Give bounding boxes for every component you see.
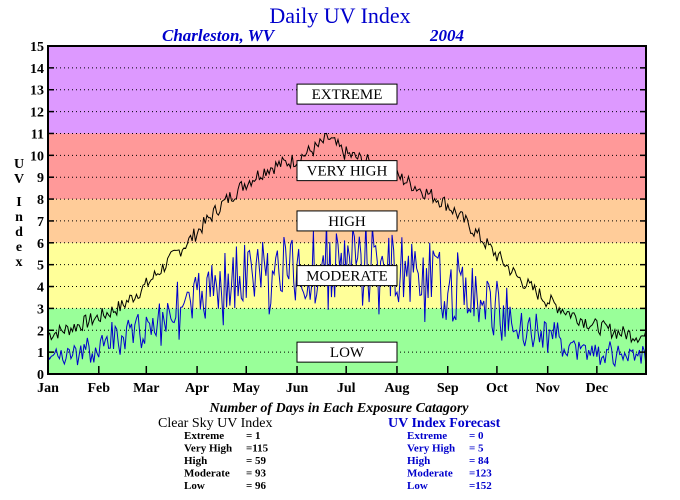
band-label-high: HIGH bbox=[328, 214, 366, 230]
clear-sky-label-very-high: Very High bbox=[184, 443, 232, 455]
x-tick-label-apr: Apr bbox=[185, 381, 209, 396]
forecast-label-extreme: Extreme bbox=[407, 430, 447, 442]
band-label-very-high: VERY HIGH bbox=[307, 164, 388, 180]
clear-sky-value-high: = 59 bbox=[246, 455, 267, 467]
clear-sky-label-extreme: Extreme bbox=[184, 430, 224, 442]
y-tick-label-2: 2 bbox=[37, 324, 44, 339]
y-tick-label-13: 13 bbox=[30, 84, 44, 99]
x-axis: Jan Feb Mar Apr May Jun Jul Aug Sep Oct Nov Dec bbox=[37, 366, 608, 396]
band-label-box-extreme bbox=[296, 83, 398, 105]
forecast-value-very-high: = 5 bbox=[469, 443, 484, 455]
chart-title: Daily UV Index bbox=[269, 3, 410, 28]
y-tick-label-4: 4 bbox=[37, 281, 44, 296]
x-tick-label-feb: Feb bbox=[88, 381, 111, 396]
y-label-char-0: U bbox=[14, 157, 24, 172]
band-labels: LOW MODERATE HIGH VERY HIGH EXTREME bbox=[296, 83, 398, 363]
clear-sky-value-moderate: = 93 bbox=[246, 468, 267, 480]
forecast-table: Extreme = 0 Very High = 5 High = 84 Moderate =1… bbox=[407, 430, 492, 492]
band-label-box-high bbox=[296, 210, 398, 232]
x-tick-label-oct: Oct bbox=[486, 381, 508, 396]
y-tick-label-9: 9 bbox=[37, 171, 44, 186]
clear-sky-label-low: Low bbox=[184, 480, 205, 492]
y-tick-label-3: 3 bbox=[37, 302, 44, 317]
x-tick-label-nov: Nov bbox=[536, 381, 560, 396]
forecast-label-moderate: Moderate bbox=[407, 468, 453, 480]
forecast-label-high: High bbox=[407, 455, 430, 467]
clear-sky-label-high: High bbox=[184, 455, 207, 467]
x-tick-label-sep: Sep bbox=[437, 381, 459, 396]
band-label-box-low bbox=[296, 341, 398, 363]
band-label-low: LOW bbox=[330, 345, 365, 361]
y-label-char-2: I bbox=[16, 195, 21, 210]
series-lines bbox=[47, 132, 647, 368]
y-tick-label-15: 15 bbox=[30, 40, 44, 55]
y-tick-label-12: 12 bbox=[30, 106, 44, 121]
series-uv-index-forecast bbox=[47, 220, 647, 368]
y-tick-label-1: 1 bbox=[37, 346, 44, 361]
y-tick-label-14: 14 bbox=[30, 62, 44, 77]
clear-sky-label-moderate: Moderate bbox=[184, 468, 230, 480]
x-tick-label-jun: Jun bbox=[286, 381, 309, 396]
x-tick-label-aug: Aug bbox=[385, 381, 410, 396]
band-low bbox=[48, 308, 646, 374]
y-label-char-3: n bbox=[15, 210, 23, 225]
y-tick-label-5: 5 bbox=[37, 259, 44, 274]
clear-sky-value-very-high: =115 bbox=[246, 443, 269, 455]
y-tick-label-10: 10 bbox=[30, 149, 44, 164]
forecast-value-moderate: =123 bbox=[469, 468, 492, 480]
band-label-box-moderate bbox=[296, 265, 398, 287]
forecast-value-extreme: = 0 bbox=[469, 430, 484, 442]
plot-frame bbox=[47, 45, 647, 375]
forecast-value-low: =152 bbox=[469, 480, 492, 492]
y-tick-label-8: 8 bbox=[37, 193, 44, 208]
y-label-char-4: d bbox=[15, 225, 23, 240]
clear-sky-value-extreme: = 1 bbox=[246, 430, 261, 442]
y-tick-label-11: 11 bbox=[31, 127, 44, 142]
y-tick-label-0: 0 bbox=[37, 368, 44, 383]
x-tick-label-mar: Mar bbox=[133, 381, 159, 396]
band-label-box-very-high bbox=[296, 160, 398, 182]
y-label-char-1: V bbox=[14, 172, 24, 187]
x-tick-label-may: May bbox=[233, 381, 260, 396]
y-tick-label-6: 6 bbox=[37, 237, 44, 252]
clear-sky-table: Extreme = 1 Very High =115 High = 59 Moderate =… bbox=[184, 430, 269, 492]
band-label-extreme: EXTREME bbox=[312, 87, 383, 103]
summary-caption: Number of Days in Each Exposure Catagory bbox=[208, 401, 469, 416]
forecast-label-low: Low bbox=[407, 480, 428, 492]
y-tick-label-7: 7 bbox=[37, 215, 44, 230]
x-tick-label-jan: Jan bbox=[37, 381, 59, 396]
series-clear-sky-uv-index bbox=[47, 132, 647, 344]
y-label-char-6: x bbox=[16, 255, 23, 270]
clear-sky-heading: Clear Sky UV Index bbox=[158, 416, 272, 431]
chart-location: Charleston, WV bbox=[162, 26, 276, 45]
chart-year: 2004 bbox=[429, 26, 464, 45]
clear-sky-value-low: = 96 bbox=[246, 480, 267, 492]
x-tick-label-dec: Dec bbox=[586, 381, 609, 396]
forecast-value-high: = 84 bbox=[469, 455, 490, 467]
forecast-label-very-high: Very High bbox=[407, 443, 455, 455]
y-label-char-5: e bbox=[16, 240, 22, 255]
band-label-moderate: MODERATE bbox=[306, 269, 388, 285]
x-tick-label-jul: Jul bbox=[337, 381, 356, 396]
forecast-heading: UV Index Forecast bbox=[388, 416, 501, 431]
